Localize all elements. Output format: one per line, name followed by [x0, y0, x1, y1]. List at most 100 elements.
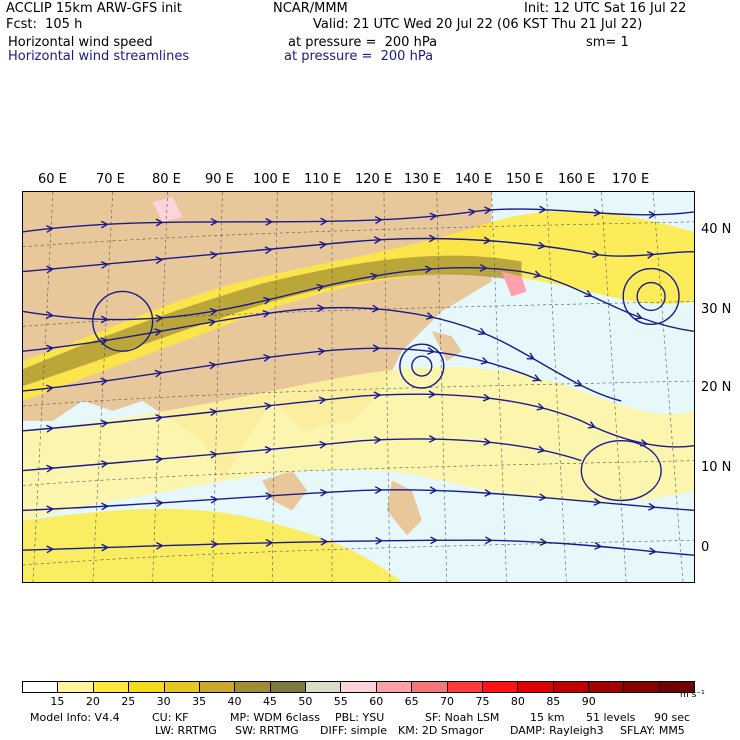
streamline-arrow: [536, 402, 545, 411]
model-info-item: MP: WDM 6class: [230, 711, 320, 724]
streamline-arrow: [648, 210, 657, 219]
model-title: ACCLIP 15km ARW-GFS init: [6, 1, 182, 16]
colorbar-label: 30: [156, 695, 171, 708]
streamline-arrow: [155, 218, 164, 227]
colorbar-swatch: [447, 682, 483, 692]
latitude-label: 40 N: [701, 222, 732, 237]
streamline-arrow: [208, 361, 218, 370]
longitude-label: 60 E: [38, 172, 67, 187]
streamline-arrow: [538, 493, 548, 502]
streamline-arrow: [319, 440, 328, 449]
streamline-arrow: [428, 435, 437, 443]
streamline-arrow: [478, 327, 487, 336]
streamline-arrow: [155, 314, 164, 323]
streamline-arrow: [537, 241, 547, 250]
streamline-arrow: [373, 236, 382, 244]
streamline-arrow: [155, 541, 164, 550]
colorbar-swatch: [93, 682, 130, 692]
streamline-arrow: [265, 217, 274, 226]
colorbar: [22, 681, 695, 693]
model-info-item: DAMP: Rayleigh3: [510, 724, 604, 737]
streamline-arrow: [319, 488, 329, 497]
smoothing-label: sm= 1: [586, 35, 629, 50]
model-info-item: SFLAY: MM5: [620, 724, 685, 737]
longitude-label: 120 E: [355, 172, 393, 187]
streamline-arrow: [539, 538, 548, 547]
colorbar-swatch: [412, 682, 448, 692]
streamline-arrow: [428, 234, 437, 243]
streamline-arrow: [374, 216, 383, 224]
streamline-arrow: [648, 547, 657, 556]
colorbar-swatch: [306, 682, 342, 692]
streamline-arrow: [320, 217, 329, 226]
streamline-arrow: [210, 495, 219, 504]
streamline-arrow: [427, 347, 436, 355]
streamline-arrow: [100, 315, 109, 324]
forecast-hour: Fcst: 105 h: [6, 17, 83, 32]
colorbar-swatch: [553, 682, 589, 692]
colorbar-label: 25: [121, 695, 136, 708]
streamline-arrow: [154, 369, 163, 378]
streamline-arrow: [100, 260, 109, 269]
streamline-arrow: [155, 455, 164, 464]
colorbar-label: 40: [227, 695, 242, 708]
streamline-arrow: [210, 450, 219, 459]
streamline-arrow: [45, 344, 55, 353]
streamline-arrow: [46, 464, 55, 473]
streamline-arrow: [533, 270, 542, 279]
longitude-label: 90 E: [205, 172, 234, 187]
streamline-arrow: [101, 543, 110, 552]
streamline-arrow: [593, 498, 602, 506]
streamline-arrow: [428, 390, 437, 399]
colorbar-label: 45: [262, 695, 277, 708]
latitude-label: 0: [701, 540, 710, 555]
streamline-arrow: [46, 224, 55, 233]
model-info-item: 15 km: [530, 711, 565, 724]
streamline-arrow: [374, 486, 383, 494]
streamline-arrow: [526, 352, 535, 360]
streamline-arrow: [594, 542, 603, 550]
streamline-arrow: [429, 212, 438, 221]
streamline-arrow: [592, 250, 601, 259]
streamline-arrow: [45, 384, 55, 393]
streamline-arrow: [265, 538, 274, 547]
colorbar-swatch: [129, 682, 165, 692]
streamline-arrow: [584, 289, 593, 298]
streamline-arrow: [209, 307, 218, 316]
streamline-arrow: [425, 312, 435, 320]
colorbar-label: 15: [50, 695, 65, 708]
colorbar-label: 50: [298, 695, 313, 708]
streamline-arrow: [424, 265, 433, 274]
streamline-arrow: [209, 251, 219, 260]
streamline-arrow: [371, 304, 381, 313]
streamline-arrow: [484, 206, 493, 215]
streamline-arrow: [46, 265, 55, 274]
field-streamline-label: Horizontal wind streamlines: [8, 49, 190, 64]
streamline-arrow: [101, 502, 110, 511]
streamline-arrow: [316, 283, 325, 292]
streamline-arrow: [317, 347, 326, 356]
colorbar-swatch: [199, 682, 236, 692]
streamline-arrow: [318, 396, 327, 405]
streamline-arrow: [574, 379, 583, 387]
colorbar-units: m s⁻¹: [680, 690, 705, 700]
streamline-arrow: [484, 489, 493, 497]
streamline-arrow: [210, 217, 219, 226]
streamline-arrow: [374, 436, 383, 444]
streamline-arrow: [262, 309, 271, 318]
streamline-arrow: [264, 246, 273, 255]
streamline-arrow: [648, 502, 657, 511]
longitude-label: 110 E: [304, 172, 342, 187]
streamline-arrow: [264, 402, 273, 411]
streamline-arrow: [155, 256, 164, 265]
longitude-label: 140 E: [455, 172, 493, 187]
streamline-arrow: [46, 505, 55, 514]
latitude-label: 30 N: [701, 302, 732, 317]
colorbar-swatch: [482, 682, 519, 692]
streamline-arrow: [263, 354, 272, 362]
colorbar-swatch: [235, 682, 271, 692]
colorbar-swatch: [589, 682, 625, 692]
colorbar-swatch: [23, 682, 59, 692]
colorbar-swatch: [624, 682, 660, 692]
longitude-label: 150 E: [506, 172, 544, 187]
